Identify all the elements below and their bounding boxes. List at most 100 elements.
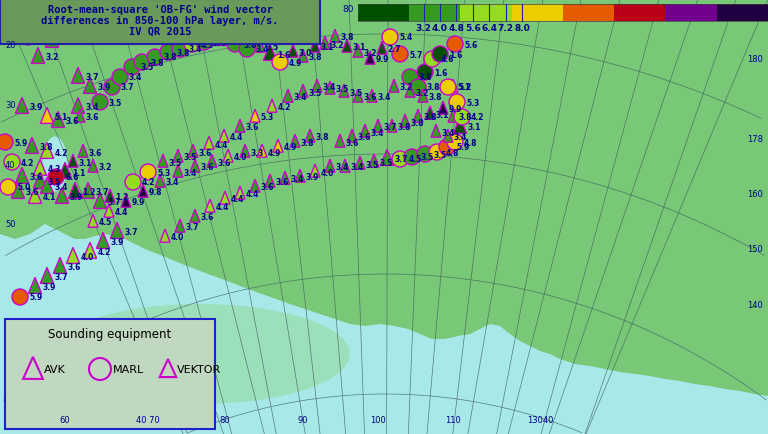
Circle shape [134,55,150,71]
Text: 80: 80 [342,5,353,14]
Polygon shape [418,90,428,103]
Polygon shape [425,107,435,120]
Text: Sounding equipment: Sounding equipment [48,327,171,340]
Polygon shape [240,145,250,158]
Polygon shape [235,120,245,133]
Text: 140: 140 [747,300,763,309]
Text: 4.8: 4.8 [446,148,459,157]
Text: 3.5: 3.5 [266,43,279,53]
Text: 3.5: 3.5 [168,158,182,167]
Polygon shape [223,150,233,163]
Circle shape [239,42,255,58]
Polygon shape [158,155,168,168]
Polygon shape [387,120,397,133]
Text: 4.1: 4.1 [42,193,55,202]
Text: 5.9: 5.9 [29,293,42,302]
Text: 3.0: 3.0 [299,48,312,57]
Polygon shape [257,145,267,158]
Polygon shape [305,130,315,143]
Polygon shape [280,172,290,185]
Polygon shape [443,130,453,143]
Circle shape [147,50,163,66]
Text: AVK: AVK [44,364,65,374]
Text: 1.1: 1.1 [72,168,85,177]
Circle shape [4,155,20,171]
Text: 3.8: 3.8 [244,40,257,49]
Text: 3.7: 3.7 [186,223,199,232]
Polygon shape [310,40,320,53]
Text: 3.5: 3.5 [349,88,362,97]
Text: 1.6: 1.6 [277,50,290,59]
Polygon shape [235,187,245,200]
Text: 3.8: 3.8 [300,138,314,147]
Text: 3.2: 3.2 [415,88,429,97]
Circle shape [227,37,243,53]
Polygon shape [353,45,363,58]
Polygon shape [295,170,305,183]
Circle shape [440,80,456,96]
Text: 3.4: 3.4 [189,46,203,54]
Text: 3.1: 3.1 [467,123,481,132]
Text: 3.6: 3.6 [357,133,371,142]
Text: 1.6: 1.6 [434,68,448,77]
Circle shape [172,42,188,58]
Text: 60: 60 [60,415,71,424]
Text: 5.2: 5.2 [458,83,472,92]
Text: 50: 50 [5,220,15,229]
Polygon shape [325,82,335,95]
Text: 3.9: 3.9 [98,83,111,92]
Text: 110: 110 [445,415,461,424]
Text: 3.6: 3.6 [68,263,81,272]
Circle shape [20,30,36,46]
Polygon shape [360,125,370,138]
Text: 150: 150 [747,245,763,254]
Polygon shape [66,248,80,264]
Text: 2.7: 2.7 [388,46,401,54]
Circle shape [449,95,465,111]
Polygon shape [88,215,98,228]
Text: 4.4: 4.4 [214,140,228,149]
Text: 178: 178 [747,135,763,144]
Text: 3.6: 3.6 [88,148,102,157]
Text: 30: 30 [5,100,15,109]
Text: 3.9: 3.9 [306,173,319,182]
Polygon shape [71,68,84,84]
Text: 4.6: 4.6 [441,56,455,64]
Polygon shape [353,90,363,103]
Circle shape [432,47,448,63]
Circle shape [92,95,108,111]
Circle shape [112,70,128,86]
Circle shape [454,110,470,126]
Polygon shape [94,193,107,209]
Text: 3.6: 3.6 [363,93,377,102]
Text: 4.2: 4.2 [471,113,485,122]
Text: 3.6: 3.6 [276,178,289,187]
Polygon shape [97,233,110,249]
Polygon shape [438,102,448,115]
Polygon shape [84,78,97,94]
Text: 3.8: 3.8 [177,48,190,57]
Text: 4.2: 4.2 [277,103,291,112]
Text: 8.0: 8.0 [514,24,530,33]
Polygon shape [400,115,410,128]
Circle shape [417,147,433,163]
Text: 3.4: 3.4 [184,168,197,177]
Text: 6.4: 6.4 [482,24,497,33]
Text: 3.5: 3.5 [47,178,61,187]
Circle shape [392,47,408,63]
Bar [511,5,563,22]
Circle shape [184,37,200,53]
Text: 1.2: 1.2 [115,193,129,202]
Text: 3.5: 3.5 [336,85,349,94]
Polygon shape [173,165,183,178]
Bar [717,5,768,22]
Text: 4.0: 4.0 [170,233,184,242]
Polygon shape [41,178,54,194]
Text: 3.4: 3.4 [350,163,364,172]
Polygon shape [367,90,377,103]
Text: 40: 40 [5,160,15,169]
Bar [461,5,511,22]
Text: 3.4: 3.4 [370,128,384,137]
Text: 5.1: 5.1 [457,83,470,92]
Polygon shape [342,40,352,53]
